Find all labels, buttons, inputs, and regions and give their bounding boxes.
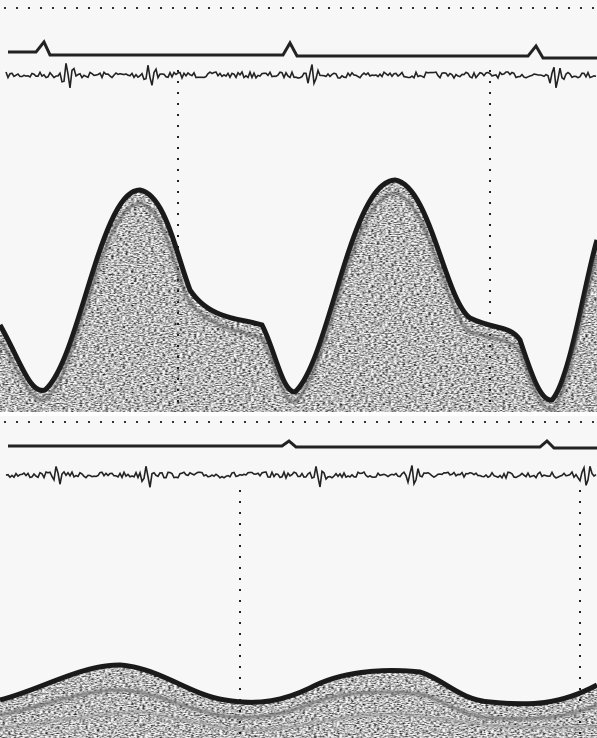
bottom-panel	[0, 416, 597, 738]
wall-echo-secondary	[0, 710, 597, 732]
pressure-trace	[8, 438, 597, 450]
tissue-texture	[0, 180, 597, 412]
wall-echo	[0, 662, 597, 707]
valve-echo-secondary	[0, 191, 597, 412]
top-panel	[0, 7, 597, 412]
ecg-line	[5, 464, 597, 488]
divider	[0, 412, 597, 416]
valve-echo	[0, 177, 597, 403]
wall-echo-secondary	[0, 688, 597, 721]
pressure-trace	[8, 39, 597, 60]
ecg-line	[5, 63, 597, 89]
ecg-trace	[5, 464, 597, 488]
ecg-trace	[5, 63, 597, 89]
